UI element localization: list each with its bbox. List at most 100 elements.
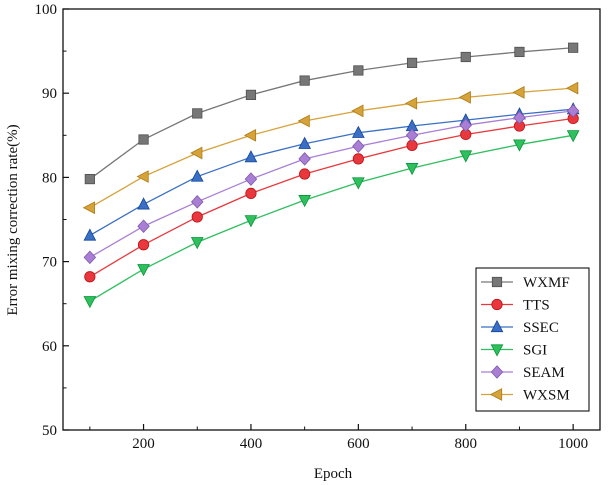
series-seam <box>83 104 580 265</box>
legend-item-tts: TTS <box>481 298 550 314</box>
data-point-wxmf <box>460 51 471 63</box>
data-point-wxsm <box>297 114 310 128</box>
legend-item-sgi: SGI <box>481 343 547 359</box>
data-point-ssec <box>244 150 258 163</box>
data-point-wxsm <box>82 201 95 215</box>
data-point-ssec <box>298 136 312 149</box>
data-point-wxsm <box>190 146 203 160</box>
series-layer <box>82 42 580 309</box>
data-point-tts <box>137 239 150 251</box>
data-point-wxmf <box>406 57 418 68</box>
data-point-seam <box>513 110 526 125</box>
legend-label-tts: TTS <box>523 298 550 314</box>
data-point-ssec <box>190 169 204 182</box>
data-point-sgi <box>566 130 580 143</box>
legend-box <box>475 267 590 412</box>
data-point-seam <box>405 128 419 143</box>
data-point-wxmf <box>84 173 95 185</box>
legend-label-seam: SEAM <box>523 365 565 381</box>
series-sgi <box>83 130 580 309</box>
legend-label-wxmf: WXMF <box>523 275 570 291</box>
data-point-sgi <box>83 296 97 309</box>
x-tick-label: 1000 <box>558 436 588 452</box>
data-point-ssec <box>83 228 97 241</box>
data-point-seam <box>83 250 97 265</box>
x-axis-label: Epoch <box>314 466 353 482</box>
legend-marker-wxmf <box>491 276 503 288</box>
series-line-wxmf <box>89 47 574 180</box>
y-tick-label: 80 <box>42 170 57 186</box>
data-point-sgi <box>137 264 150 277</box>
data-point-tts <box>191 211 203 223</box>
legend-marker-ssec <box>490 319 504 333</box>
legend-item-ssec: SSEC <box>481 319 559 336</box>
data-point-wxsm <box>351 104 364 118</box>
data-point-seam <box>566 104 580 118</box>
data-point-wxmf <box>353 65 364 76</box>
legend-item-seam: SEAM <box>481 365 565 381</box>
x-tick-label: 400 <box>240 436 263 452</box>
series-line-tts <box>89 117 574 278</box>
data-point-ssec <box>351 125 365 138</box>
data-point-seam <box>191 195 204 209</box>
series-line-wxsm <box>89 87 574 209</box>
data-point-wxsm <box>566 81 579 95</box>
data-point-seam <box>137 219 150 234</box>
data-point-wxsm <box>458 91 471 104</box>
legend-marker-sgi <box>490 344 504 357</box>
y-axis-label: Error mixing correction rate(%) <box>5 124 21 315</box>
data-point-tts <box>299 168 311 180</box>
data-point-sgi <box>244 215 258 228</box>
legend-item-wxmf: WXMF <box>481 275 570 291</box>
x-tick-label: 600 <box>347 436 370 452</box>
series-wxmf <box>84 42 579 185</box>
data-point-wxmf <box>568 42 579 53</box>
series-wxsm <box>82 81 579 215</box>
data-point-wxmf <box>514 46 525 58</box>
data-point-wxmf <box>245 89 257 100</box>
series-tts <box>84 112 579 283</box>
legend-marker-wxsm <box>489 388 503 401</box>
data-point-tts <box>352 153 364 165</box>
y-tick-label: 60 <box>42 339 57 355</box>
data-point-sgi <box>351 177 365 190</box>
data-point-wxmf <box>138 134 149 145</box>
data-point-wxsm <box>404 96 418 110</box>
data-point-wxmf <box>192 108 203 119</box>
series-line-sgi <box>89 134 574 302</box>
x-tick-label: 800 <box>455 436 478 452</box>
legend-marker-tts <box>491 298 503 311</box>
data-point-sgi <box>190 237 204 250</box>
y-tick-label: 90 <box>42 86 57 102</box>
data-point-wxsm <box>243 128 257 142</box>
legend-label-wxsm: WXSM <box>523 388 570 404</box>
legend-item-wxsm: WXSM <box>481 388 570 404</box>
data-point-wxsm <box>136 170 149 183</box>
data-point-wxmf <box>299 75 310 86</box>
data-point-wxsm <box>512 85 525 99</box>
y-tick-label: 50 <box>42 423 57 439</box>
y-tick-label: 70 <box>42 255 57 271</box>
data-point-sgi <box>513 139 526 152</box>
x-tick-label: 200 <box>132 436 155 452</box>
data-point-seam <box>459 118 472 132</box>
legend-label-sgi: SGI <box>523 343 547 359</box>
data-point-tts <box>84 271 96 283</box>
data-point-sgi <box>405 163 419 176</box>
legend: WXMF TTS SSEC SGI SEAM WXSM <box>475 267 590 412</box>
data-point-seam <box>244 172 258 186</box>
legend-marker-seam <box>490 365 504 379</box>
data-point-sgi <box>298 195 312 208</box>
data-point-ssec <box>137 197 150 210</box>
series-line-seam <box>89 110 574 258</box>
legend-label-ssec: SSEC <box>523 320 559 336</box>
data-point-seam <box>298 152 311 166</box>
series-line-ssec <box>89 108 574 237</box>
data-point-tts <box>245 187 257 199</box>
data-point-seam <box>352 139 365 154</box>
axes: 50 60 70 80 90 100 200 400 600 800 1000 <box>35 2 601 452</box>
y-tick-label: 100 <box>35 2 58 18</box>
data-point-sgi <box>459 150 473 163</box>
